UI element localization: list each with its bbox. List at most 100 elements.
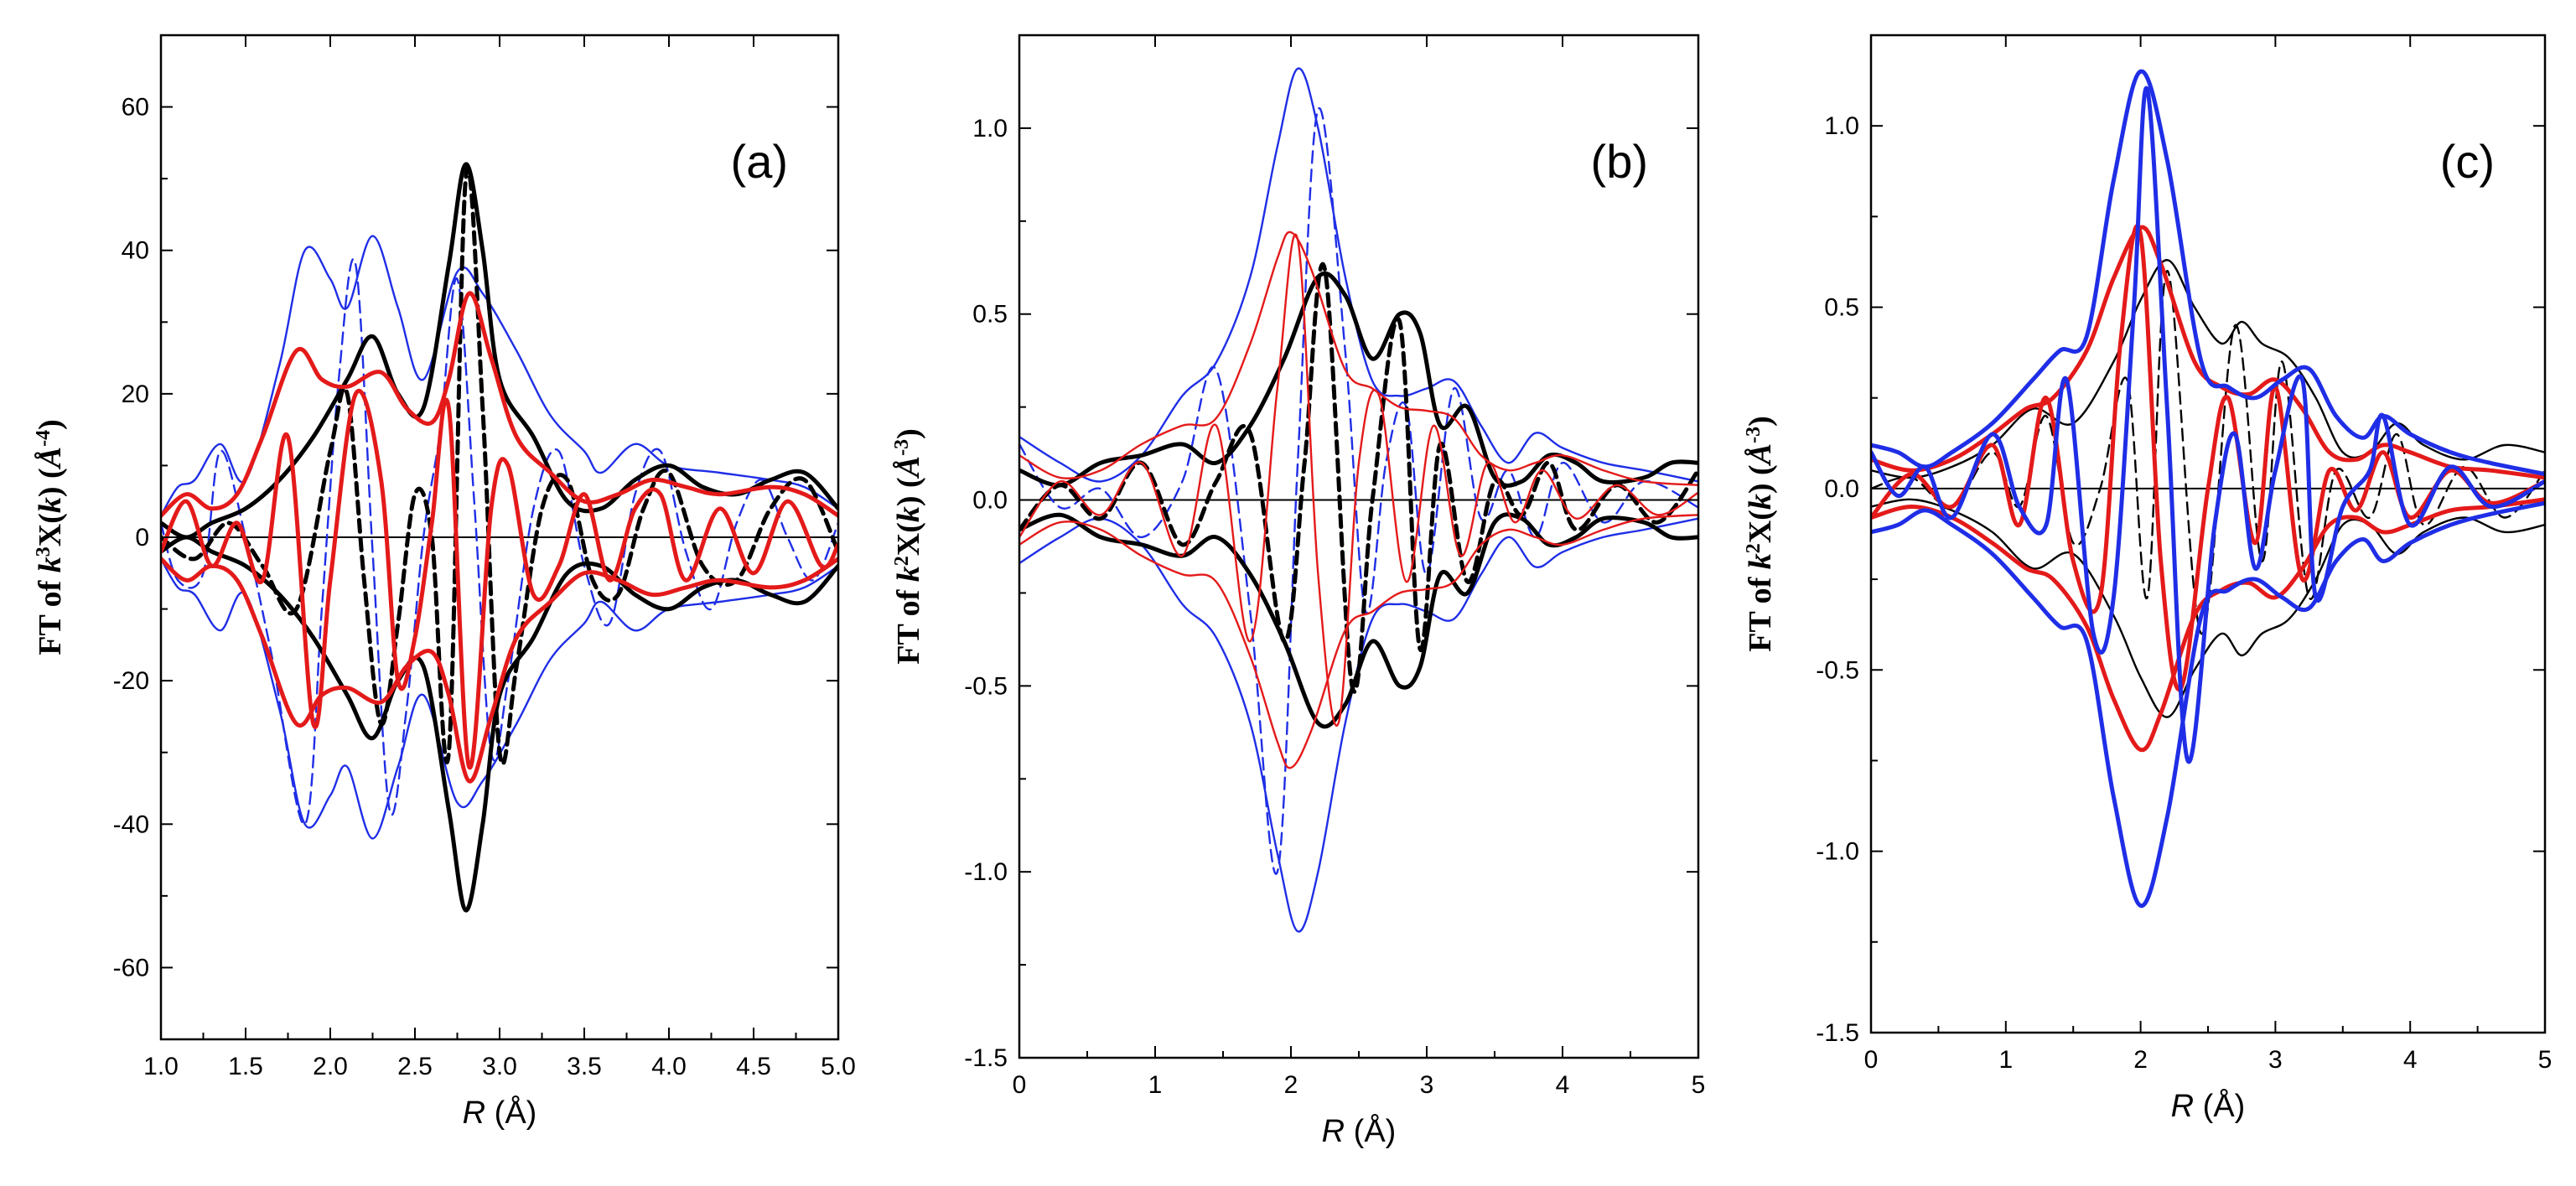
y-axis-mid-part: X( [33, 513, 68, 546]
x-tick-label: 5 [2538, 1046, 2553, 1074]
x-axis-symbol: R [1322, 1114, 1345, 1149]
x-tick-label: 1 [1148, 1071, 1163, 1099]
y-tick-label: -1.5 [964, 1044, 1008, 1072]
y-axis-unit-part: Å [33, 447, 68, 469]
series-red-envelope-mirror [1019, 514, 1698, 769]
y-axis-upow-part: -4 [33, 430, 54, 447]
y-axis-end-part: ) [1743, 416, 1778, 427]
panel-label-a: (a) [731, 135, 788, 188]
x-tick-label: 1.5 [228, 1053, 263, 1080]
x-axis-title: R (Å) [1322, 1112, 1397, 1149]
x-tick-label: 3.0 [482, 1053, 517, 1080]
series-red-envelope [1019, 230, 1698, 486]
x-axis-unit: (Å) [485, 1094, 536, 1131]
x-axis-title: R (Å) [463, 1094, 537, 1131]
y-axis-prefix-part: FT of [1743, 569, 1778, 652]
y-axis-end-part: ) [891, 428, 926, 439]
x-axis-unit: (Å) [2194, 1087, 2245, 1124]
x-tick-label: 1.0 [143, 1053, 179, 1080]
series-group [161, 162, 838, 913]
y-axis-mid-part: X( [891, 522, 926, 556]
series-red-envelope-mirror [1871, 497, 2545, 753]
series-blue-imaginary [1871, 85, 2545, 764]
x-axis-symbol: R [463, 1095, 485, 1131]
y-axis-k2-part: k [891, 506, 926, 522]
series-blue-imaginary [161, 257, 838, 826]
y-axis-close-part: ) ( [1743, 464, 1778, 494]
panel-label-c: (c) [2440, 135, 2495, 188]
y-tick-label: 1.0 [972, 115, 1008, 142]
x-tick-label: 2.5 [397, 1053, 433, 1080]
x-tick-label: 2 [2133, 1046, 2148, 1074]
y-tick-label: -1.0 [1816, 838, 1859, 866]
series-blue-envelope-mirror [1019, 517, 1698, 933]
series-red-imaginary [161, 388, 838, 770]
y-axis-kpow-part: 3 [33, 546, 54, 557]
y-axis-unit-part: Å [1743, 443, 1778, 466]
y-tick-label: 0.0 [972, 487, 1008, 515]
y-axis-title: FT of k3X(k) (Å-4) [33, 419, 68, 655]
series-black-envelope-mirror [1871, 498, 2545, 718]
x-tick-label: 0 [1013, 1071, 1027, 1099]
y-tick-label: 0 [135, 524, 149, 552]
y-axis-mid-part: X( [1743, 510, 1778, 543]
x-tick-label: 2.0 [313, 1053, 348, 1080]
x-tick-label: 5.0 [821, 1053, 856, 1080]
series-group [1871, 69, 2545, 908]
y-tick-label: -1.5 [1816, 1019, 1859, 1047]
x-tick-label: 4.0 [651, 1053, 687, 1080]
series-red-envelope-mirror [161, 557, 838, 784]
x-tick-label: 3 [1420, 1071, 1434, 1099]
panel-label-b: (b) [1591, 135, 1648, 188]
x-axis-unit: (Å) [1345, 1112, 1396, 1149]
x-tick-label: 4 [1556, 1071, 1570, 1099]
y-tick-label: -60 [113, 954, 149, 981]
x-tick-label: 3.5 [567, 1053, 602, 1080]
x-axis-title: R (Å) [2171, 1087, 2246, 1124]
series-red-imaginary [1019, 233, 1698, 727]
y-axis-unit-part: Å [891, 456, 926, 479]
y-axis-k2-part: k [1743, 494, 1778, 510]
y-tick-label: -0.5 [964, 672, 1008, 700]
y-tick-label: 1.0 [1824, 112, 1859, 140]
x-tick-label: 2 [1284, 1071, 1298, 1099]
x-axis-symbol: R [2171, 1089, 2194, 1124]
y-axis-upow-part: -3 [891, 439, 913, 456]
y-tick-label: -40 [113, 811, 149, 838]
y-axis-upow-part: -3 [1743, 427, 1765, 443]
x-tick-label: 0 [1864, 1046, 1879, 1074]
panel-a: 1.0 1.5 2.0 2.5 3.0 3.5 4.0 4.5 5.0 -60 -40 -20 0 20 4… [33, 34, 856, 1131]
x-tick-label: 4.5 [736, 1053, 771, 1080]
series-blue-envelope [1019, 67, 1698, 483]
y-axis-k-part: k [891, 566, 926, 582]
y-axis-close-part: ) ( [33, 468, 68, 497]
y-tick-label: 0.5 [972, 301, 1008, 329]
series-black-envelope [1871, 259, 2545, 479]
y-tick-label: 20 [122, 381, 149, 408]
series-black-envelope [1019, 271, 1698, 488]
series-blue-imaginary [1019, 106, 1698, 875]
x-tick-label: 1 [1998, 1046, 2013, 1074]
y-axis-title: FT of k2X(k) (Å-3) [1743, 416, 1778, 651]
y-axis-k-part: k [1743, 553, 1778, 569]
y-axis-kpow-part: 2 [1743, 543, 1765, 553]
y-tick-label: 0.0 [1824, 475, 1859, 503]
series-group [1019, 67, 1698, 933]
y-axis-k2-part: k [33, 497, 68, 513]
series-black-imaginary [1019, 262, 1698, 694]
panel-b: 0 1 2 3 4 5 -1.5 -1.0 -0.5 0.0 0.5 1.0 (b) R (Å) FT of… [891, 34, 1705, 1149]
y-axis-prefix-part: FT of [33, 572, 68, 655]
y-tick-label: -0.5 [1816, 656, 1859, 684]
x-tick-label: 3 [2268, 1046, 2283, 1074]
y-axis-title: FT of k2X(k) (Å-3) [891, 428, 926, 664]
y-tick-label: -20 [113, 667, 149, 695]
y-axis-end-part: ) [33, 419, 68, 430]
y-axis-k-part: k [33, 557, 68, 572]
y-axis-kpow-part: 2 [891, 556, 913, 566]
y-tick-label: 60 [122, 94, 149, 122]
panel-c: 0 1 2 3 4 5 -1.5 -1.0 -0.5 0.0 0.5 1.0 (c) R (Å) FT of… [1743, 34, 2553, 1124]
series-red-envelope [1871, 225, 2545, 480]
series-black-envelope-mirror [161, 535, 838, 913]
